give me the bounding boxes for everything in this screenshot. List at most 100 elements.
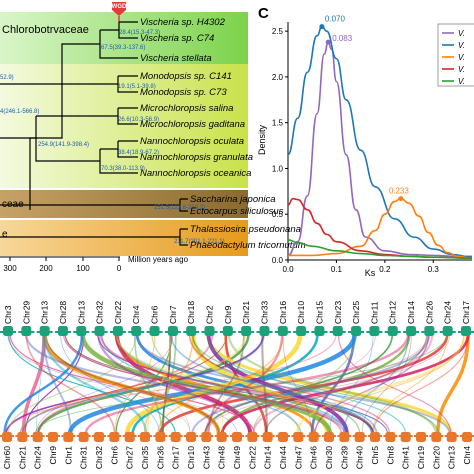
node-label-4: 19.1(5.1-39.8): [118, 84, 156, 90]
species-6: Microchloropsis salina: [140, 103, 233, 114]
panel-d-synteny: Chr3 Chr29 Chr13 Chr28 Chr13 Chr32 Chr22 Chr4 Ch…: [0, 301, 474, 469]
peak-label-3: 0.233: [389, 187, 410, 196]
synteny-link: [282, 333, 312, 435]
top-chr-label: Chr13: [40, 301, 50, 324]
top-chr-label: Chr21: [241, 301, 251, 324]
y-axis-label: Density: [257, 124, 267, 155]
bottom-chr-marker: [63, 432, 74, 442]
bottom-chr-marker: [170, 432, 181, 442]
top-chr-marker: [204, 326, 215, 336]
time-tick-300: 300: [3, 264, 17, 273]
synteny-link: [361, 333, 412, 435]
top-chr-label: Chr11: [369, 301, 379, 324]
synteny-link: [24, 333, 85, 435]
node-label-8: 38.4(18.9-67.2): [118, 150, 159, 156]
top-chr-marker: [259, 326, 270, 336]
synteny-link: [4, 333, 337, 435]
species-8: Nannochloropsis oculata: [140, 136, 244, 147]
top-chr-marker: [131, 326, 142, 336]
legend-label-5: V.: [458, 77, 465, 86]
synteny-link: [24, 333, 346, 435]
bottom-chr-label: Chr1: [63, 446, 73, 465]
node-label-3: 52.9): [0, 75, 14, 81]
bottom-chr-marker: [232, 432, 242, 442]
bottom-chr-marker: [109, 432, 120, 442]
synteny-link: [62, 333, 348, 435]
species-10: Nannochloropsis oceanica: [140, 168, 251, 179]
legend-label-3: V.: [458, 53, 465, 62]
synteny-link: [207, 333, 245, 435]
bottom-chr-label: Chr35: [140, 446, 150, 469]
bottom-chr-label: Chr4: [462, 446, 472, 465]
ks-density-chart: 0.0 0.1 0.2 0.3 0.0 0.5 1.0 1.5 2.0 2.5 Ks Density 0…: [257, 15, 474, 278]
synteny-link: [99, 333, 375, 435]
synteny-link: [191, 333, 440, 435]
synteny-link: [97, 333, 389, 435]
bottom-chr-label: Chr47: [293, 446, 303, 469]
species-12: Ectocarpus siliculosus: [190, 206, 284, 217]
synteny-link: [3, 333, 84, 435]
node-label-11: 211.7(201.1-221.1): [174, 239, 225, 245]
bottom-chr-marker: [278, 432, 288, 442]
bottom-chr-label: Chr48: [217, 446, 227, 469]
bottom-chr-label: Chr10: [186, 446, 196, 469]
bottom-chr-label: Chr49: [232, 446, 242, 469]
synteny-link: [97, 333, 251, 435]
clade-band-2: [0, 64, 248, 188]
top-chr-label: Chr25: [351, 301, 361, 324]
bottom-chr-marker: [431, 432, 442, 442]
peak-point-2: [319, 24, 325, 30]
synteny-link: [157, 333, 285, 435]
y-tick-label: 0.0: [272, 256, 284, 265]
x-tick-label: 0.1: [331, 265, 343, 274]
synteny-link: [42, 333, 191, 435]
x-axis-label: Ks: [365, 268, 376, 278]
synteny-link: [25, 333, 116, 435]
bottom-chr-label: Chr31: [79, 446, 89, 469]
bottom-chr-marker: [17, 432, 28, 442]
peak-label-2: 0.070: [325, 15, 346, 24]
synteny-link: [64, 333, 343, 435]
species-3: Vischeria stellata: [140, 53, 212, 64]
top-chr-label: Chr33: [259, 301, 269, 324]
clade-label-4: e: [2, 229, 8, 240]
density-line-5: [287, 239, 473, 259]
synteny-link: [220, 333, 470, 435]
wgd-marker: WGD: [112, 2, 127, 22]
synteny-link: [192, 333, 361, 435]
peak-point-3: [398, 196, 404, 202]
panel-letter-c: C: [258, 5, 269, 22]
bottom-chr-label: Chr14: [263, 446, 273, 469]
top-chr-label: Chr26: [424, 301, 434, 324]
synteny-link: [436, 333, 470, 435]
synteny-link: [224, 333, 268, 435]
synteny-link: [159, 333, 449, 435]
top-chr-marker: [406, 326, 417, 336]
bottom-chr-marker: [78, 432, 89, 442]
synteny-link: [151, 333, 300, 435]
species-4: Monodopsis sp. C141: [140, 71, 232, 82]
synteny-link: [101, 333, 302, 435]
top-chr-label: Chr10: [296, 301, 306, 324]
top-chr-marker: [296, 326, 307, 336]
bottom-chr-marker: [416, 432, 426, 442]
time-tick-0: 0: [117, 264, 122, 273]
density-line-2: [287, 25, 473, 259]
legend-label-1: V.: [458, 29, 465, 38]
top-chr-label: Chr13: [76, 301, 86, 324]
synteny-link: [42, 333, 221, 435]
bottom-chr-marker: [446, 432, 457, 442]
x-tick-label: 0.0: [282, 265, 294, 274]
synteny-link: [43, 333, 148, 435]
top-chr-label: Chr6: [150, 305, 160, 324]
y-tick-label: 2.0: [272, 73, 284, 82]
synteny-link: [84, 333, 410, 435]
synteny-link: [314, 333, 465, 435]
synteny-link: [114, 333, 156, 435]
panel-a-phylogeny: Chlorobotrvaceae ceae e WGD 28.4(15.3-47…: [0, 2, 306, 273]
synteny-link: [264, 333, 428, 435]
synteny-link: [8, 333, 176, 435]
bottom-chr-marker: [400, 432, 411, 442]
clade-band-3: [0, 190, 248, 218]
